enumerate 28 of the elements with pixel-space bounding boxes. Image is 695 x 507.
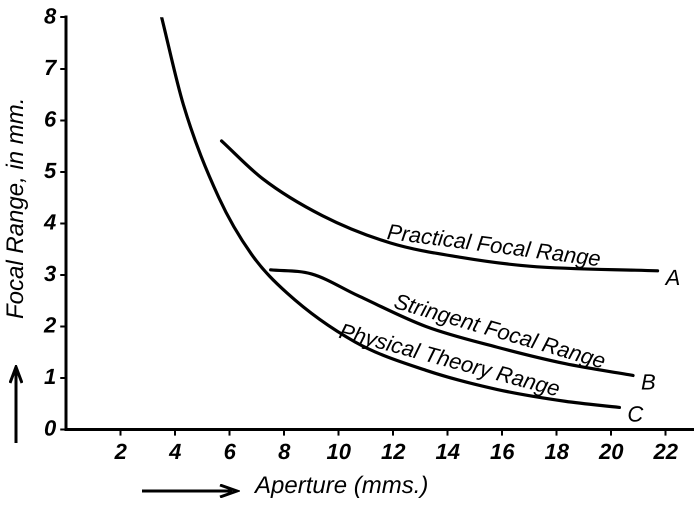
y-tick-label: 3 <box>44 261 56 286</box>
x-tick-label: 16 <box>490 438 516 464</box>
x-tick-label: 14 <box>436 438 460 464</box>
line-series <box>220 139 660 272</box>
x-axis-title: Aperture (mms.) <box>255 472 428 500</box>
x-tick-label: 12 <box>381 438 406 464</box>
annotation: B <box>641 370 656 395</box>
x-tick-label: 22 <box>652 438 679 464</box>
y-axis-title: Focal Range, in mm. <box>2 98 30 319</box>
x-tick-label: 20 <box>598 438 624 464</box>
y-tick-label: 6 <box>44 106 57 132</box>
y-tick-label: 8 <box>44 3 57 28</box>
line-series <box>160 17 622 410</box>
y-tick-label: 0 <box>44 416 57 441</box>
x-tick-label: 8 <box>278 438 292 464</box>
x-tick-label: 2 <box>114 438 128 464</box>
x-tick-label: 4 <box>168 438 182 464</box>
y-tick-label: 2 <box>42 312 57 338</box>
annotation: C <box>627 402 644 427</box>
y-tick-label: 1 <box>44 364 56 390</box>
annotation: A <box>664 264 680 290</box>
x-tick-label: 6 <box>224 438 237 464</box>
y-tick-label: 5 <box>44 158 57 183</box>
x-tick-label: 10 <box>326 438 352 464</box>
y-tick-label: 4 <box>42 209 56 234</box>
x-tick-label: 18 <box>544 438 570 464</box>
text: Practical Focal Range <box>386 218 602 272</box>
y-tick-label: 7 <box>44 54 58 80</box>
